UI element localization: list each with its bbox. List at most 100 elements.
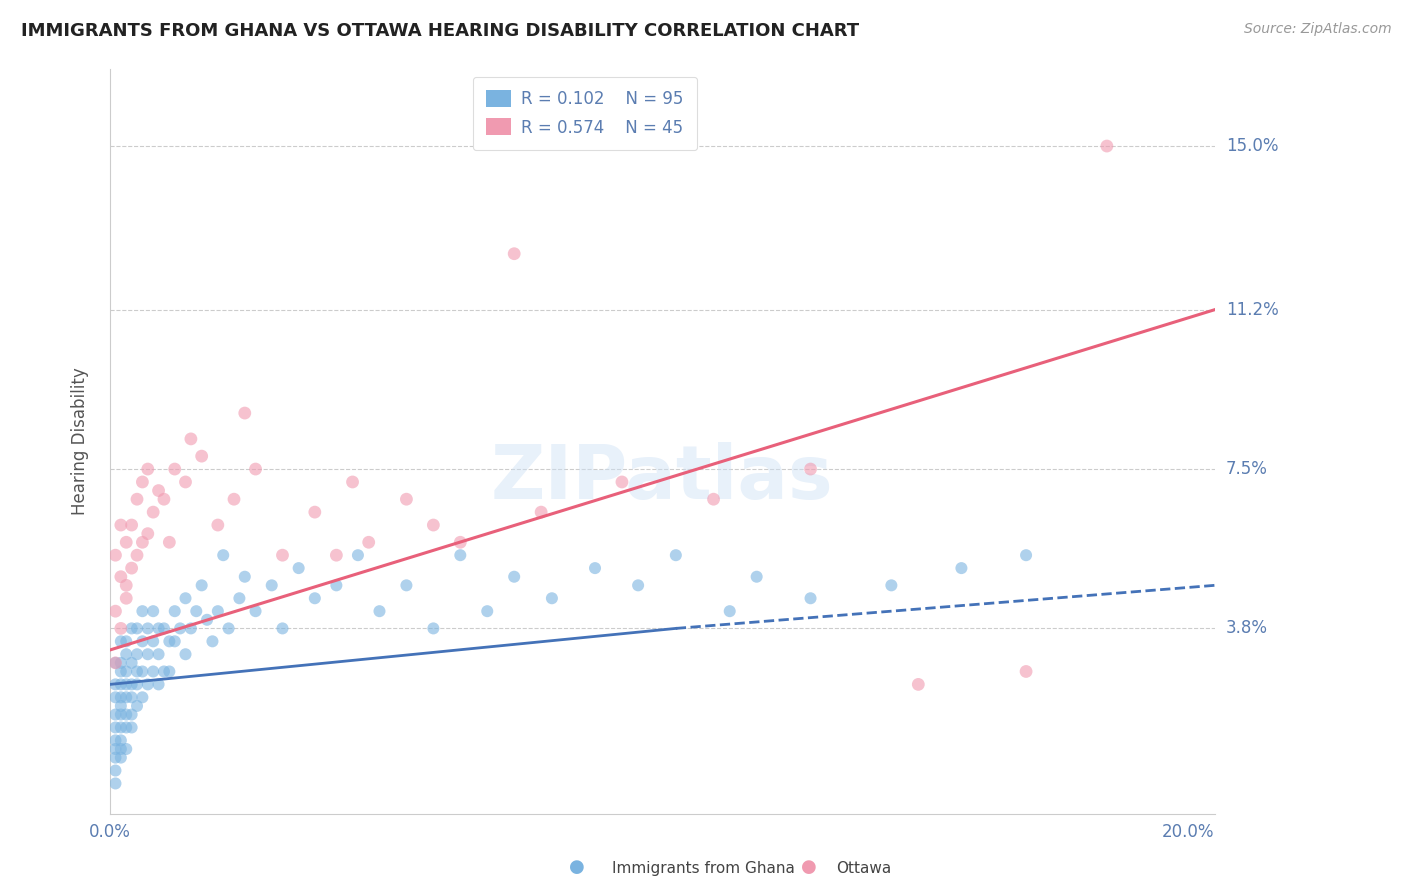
Point xyxy=(148,483,170,498)
Point xyxy=(104,656,127,670)
Point xyxy=(1015,548,1038,562)
Point xyxy=(104,707,127,722)
Point xyxy=(271,548,294,562)
Point xyxy=(195,613,218,627)
Point xyxy=(104,764,127,778)
Point xyxy=(157,634,180,648)
Y-axis label: Hearing Disability: Hearing Disability xyxy=(72,368,89,515)
Point xyxy=(104,604,127,618)
Point xyxy=(121,690,143,705)
Point xyxy=(169,621,191,635)
Point xyxy=(799,462,821,476)
Point xyxy=(703,492,725,507)
Point xyxy=(136,462,159,476)
Point xyxy=(125,621,148,635)
Point xyxy=(148,647,170,661)
Point xyxy=(503,570,526,584)
Point xyxy=(422,518,444,533)
Point xyxy=(148,677,170,691)
Point xyxy=(304,591,326,606)
Point xyxy=(583,561,606,575)
Point xyxy=(201,634,224,648)
Point xyxy=(121,721,143,735)
Point xyxy=(110,677,132,691)
Text: Ottawa: Ottawa xyxy=(837,861,891,876)
Point xyxy=(115,665,138,679)
Point xyxy=(449,535,471,549)
Point xyxy=(233,406,256,420)
Point xyxy=(1015,665,1038,679)
Point xyxy=(368,604,391,618)
Point xyxy=(110,656,132,670)
Point xyxy=(174,647,197,661)
Point xyxy=(180,621,202,635)
Point xyxy=(186,604,208,618)
Point xyxy=(477,604,499,618)
Point xyxy=(110,698,132,713)
Point xyxy=(503,246,526,260)
Point xyxy=(121,677,143,691)
Point xyxy=(104,776,127,790)
Point xyxy=(115,535,138,549)
Point xyxy=(212,548,235,562)
Point xyxy=(271,621,294,635)
Point xyxy=(104,750,127,764)
Point xyxy=(153,621,176,635)
Point xyxy=(207,518,229,533)
Point xyxy=(121,707,143,722)
Point xyxy=(125,492,148,507)
Text: Immigrants from Ghana: Immigrants from Ghana xyxy=(612,861,794,876)
Point xyxy=(121,621,143,635)
Point xyxy=(104,548,127,562)
Point xyxy=(190,449,212,463)
Point xyxy=(104,721,127,735)
Point xyxy=(115,690,138,705)
Text: IMMIGRANTS FROM GHANA VS OTTAWA HEARING DISABILITY CORRELATION CHART: IMMIGRANTS FROM GHANA VS OTTAWA HEARING … xyxy=(21,22,859,40)
Point xyxy=(1095,139,1118,153)
Point xyxy=(260,578,283,592)
Point xyxy=(907,677,929,691)
Text: ●: ● xyxy=(800,858,817,876)
Point xyxy=(148,621,170,635)
Text: 7.5%: 7.5% xyxy=(1226,460,1268,478)
Point xyxy=(104,690,127,705)
Text: 11.2%: 11.2% xyxy=(1226,301,1278,318)
Point xyxy=(449,548,471,562)
Point xyxy=(131,604,153,618)
Point xyxy=(142,505,165,519)
Point xyxy=(110,690,132,705)
Point xyxy=(136,677,159,691)
Point xyxy=(245,604,267,618)
Point xyxy=(153,665,176,679)
Point xyxy=(131,535,153,549)
Point xyxy=(115,591,138,606)
Point xyxy=(125,647,148,661)
Point xyxy=(157,665,180,679)
Point xyxy=(142,665,165,679)
Point xyxy=(395,578,418,592)
Point xyxy=(880,578,903,592)
Point xyxy=(530,505,553,519)
Point xyxy=(665,548,688,562)
Point xyxy=(136,647,159,661)
Point xyxy=(110,750,132,764)
Point xyxy=(136,621,159,635)
Point xyxy=(610,475,633,489)
Point xyxy=(110,733,132,747)
Point xyxy=(115,677,138,691)
Point xyxy=(104,733,127,747)
Point xyxy=(125,677,148,691)
Text: ZIPatlas: ZIPatlas xyxy=(491,442,834,515)
Point xyxy=(163,634,186,648)
Point xyxy=(115,707,138,722)
Point xyxy=(110,721,132,735)
Point xyxy=(207,604,229,618)
Point xyxy=(627,578,650,592)
Point xyxy=(174,475,197,489)
Point xyxy=(110,634,132,648)
Point xyxy=(745,570,768,584)
Point xyxy=(190,578,212,592)
Point xyxy=(110,621,132,635)
Point xyxy=(153,492,176,507)
Point xyxy=(218,621,240,635)
